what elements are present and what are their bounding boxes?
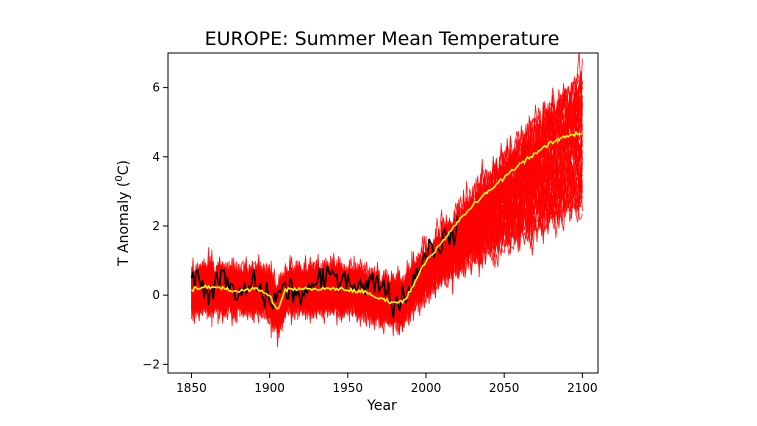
y-axis-label-unit: C) <box>116 160 132 175</box>
y-axis-label-main: T Anomaly ( <box>116 182 132 267</box>
plot-frame <box>167 52 599 374</box>
ensemble-mean-line <box>190 130 583 310</box>
y-axis: −2 0 2 4 6 <box>142 81 168 371</box>
chart-title: EUROPE: Summer Mean Temperature <box>205 28 560 50</box>
x-tick-label: 1950 <box>333 381 364 395</box>
y-tick-label: 0 <box>152 288 160 302</box>
y-tick-label: 4 <box>152 150 160 164</box>
y-tick-label: 2 <box>152 219 160 233</box>
y-tick-label: −2 <box>142 357 160 371</box>
plot-content <box>190 53 583 348</box>
x-tick-label: 2100 <box>567 381 598 395</box>
x-tick-label: 2050 <box>489 381 520 395</box>
x-tick-label: 1900 <box>254 381 285 395</box>
y-axis-label: T Anomaly (0C) <box>114 160 132 267</box>
x-axis: 1850 1900 1950 2000 2050 2100 <box>176 373 598 395</box>
y-axis-label-superscript: 0 <box>114 175 125 181</box>
x-tick-label: 1850 <box>176 381 207 395</box>
x-axis-label: Year <box>366 398 397 414</box>
x-tick-label: 2000 <box>411 381 442 395</box>
y-tick-label: 6 <box>152 81 160 95</box>
